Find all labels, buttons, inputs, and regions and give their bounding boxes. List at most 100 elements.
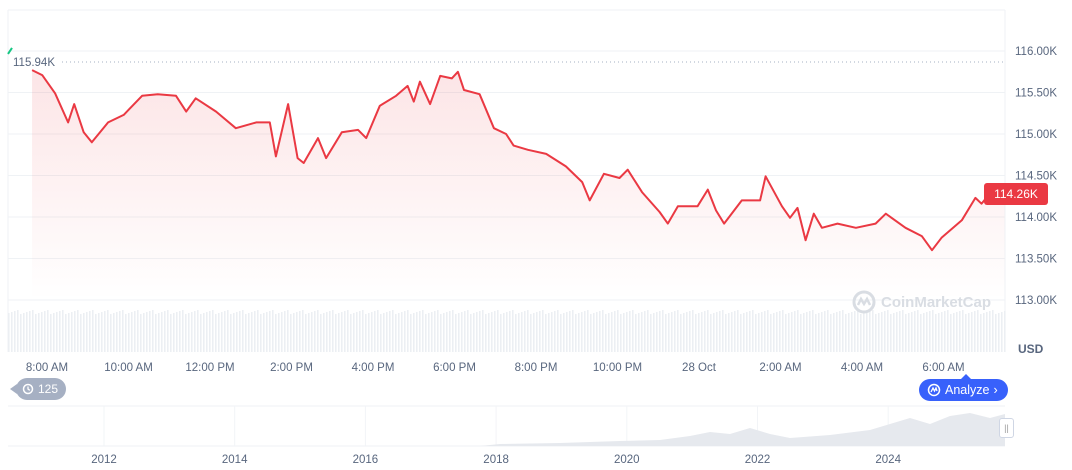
volume-bar	[806, 312, 808, 352]
volume-bar	[776, 312, 778, 352]
navigator-year-label: 2022	[745, 454, 771, 466]
volume-bar	[41, 312, 43, 352]
volume-bar	[533, 313, 535, 352]
volume-bar	[302, 310, 304, 352]
volume-bar	[200, 314, 202, 352]
volume-bar	[956, 312, 958, 352]
x-tick-label: 6:00 PM	[433, 362, 476, 374]
volume-bar	[398, 313, 400, 352]
volume-bar	[401, 312, 403, 352]
volume-bar	[20, 314, 22, 352]
volume-bar	[995, 314, 997, 352]
price-area	[32, 55, 1005, 301]
volume-bar	[515, 314, 517, 352]
volume-bar	[614, 311, 616, 352]
volume-bar	[962, 310, 964, 352]
volume-bar	[38, 313, 40, 352]
x-tick-label: 2:00 PM	[270, 362, 313, 374]
volume-bar	[665, 314, 667, 352]
analyze-button[interactable]: Analyze ›	[919, 374, 1008, 401]
volume-bar	[800, 314, 802, 352]
volume-bar	[644, 311, 646, 352]
volume-bar	[17, 310, 19, 352]
x-tick-label: 4:00 PM	[352, 362, 395, 374]
x-tick-label: 10:00 AM	[104, 362, 153, 374]
volume-bar	[617, 310, 619, 352]
volume-bar	[461, 312, 463, 352]
volume-bar	[464, 311, 466, 352]
volume-bar	[872, 310, 874, 352]
volume-bar	[650, 314, 652, 352]
volume-bar	[944, 311, 946, 352]
high-marker	[7, 47, 13, 55]
volume-bar	[308, 313, 310, 352]
volume-bar	[659, 311, 661, 352]
volume-bar	[701, 312, 703, 352]
volume-bar	[890, 314, 892, 352]
volume-bar	[536, 312, 538, 352]
volume-bar	[65, 314, 67, 352]
volume-bar	[422, 310, 424, 352]
volume-bar	[134, 311, 136, 352]
volume-bar	[161, 312, 163, 352]
volume-bar	[341, 312, 343, 352]
volume-bar	[287, 310, 289, 352]
volume-bar	[317, 310, 319, 352]
volume-bar	[929, 311, 931, 352]
volume-bar	[125, 314, 127, 352]
navigator[interactable]: 2012 2014 2016 2018 2020 2022 2024	[8, 405, 1005, 466]
volume-bar	[935, 314, 937, 352]
volume-bar	[959, 311, 961, 352]
volume-bar	[950, 314, 952, 352]
volume-bar	[410, 314, 412, 352]
navigator-area	[480, 413, 1005, 446]
volume-bar	[707, 310, 709, 352]
volume-bar	[44, 311, 46, 352]
volume-bar	[371, 312, 373, 352]
volume-bar	[362, 310, 364, 352]
volume-bar	[653, 313, 655, 352]
volume-bar	[455, 314, 457, 352]
volume-bar	[524, 311, 526, 352]
volume-bar	[191, 312, 193, 352]
volume-bar	[926, 312, 928, 352]
volume-bar	[869, 311, 871, 352]
volume-bar	[320, 314, 322, 352]
volume-bar	[383, 313, 385, 352]
volume-bar	[998, 313, 1000, 352]
analyze-label: Analyze	[945, 383, 990, 397]
volume-bar	[860, 314, 862, 352]
volume-bar	[698, 313, 700, 352]
navigator-year-label: 2024	[875, 454, 901, 466]
volume-bar	[485, 314, 487, 352]
volume-bar	[395, 314, 397, 352]
volume-bar	[47, 310, 49, 352]
volume-bar	[425, 314, 427, 352]
volume-bar	[512, 310, 514, 352]
volume-bar	[848, 313, 850, 352]
volume-bar	[479, 311, 481, 352]
volume-bar	[923, 313, 925, 352]
volume-bar	[185, 314, 187, 352]
volume-bar	[677, 310, 679, 352]
volume-bar	[896, 312, 898, 352]
volume-bar	[32, 310, 34, 352]
volume-bar	[140, 314, 142, 352]
volume-bar	[875, 314, 877, 352]
history-button[interactable]: 125	[9, 378, 67, 400]
volume-bar	[104, 311, 106, 352]
y-tick-label: 113.50K	[1015, 254, 1057, 266]
volume-bar	[260, 314, 262, 352]
navigator-handle[interactable]: ||	[999, 418, 1014, 438]
volume-bar	[563, 313, 565, 352]
volume-bar	[560, 314, 562, 352]
volume-bar	[908, 313, 910, 352]
watermark-text: CoinMarketCap	[881, 293, 992, 311]
volume-bar	[689, 311, 691, 352]
volume-bar	[878, 313, 880, 352]
volume-bar	[332, 310, 334, 352]
volume-bar	[212, 310, 214, 352]
x-tick-label: 28 Oct	[682, 362, 717, 374]
volume-bar	[716, 312, 718, 352]
